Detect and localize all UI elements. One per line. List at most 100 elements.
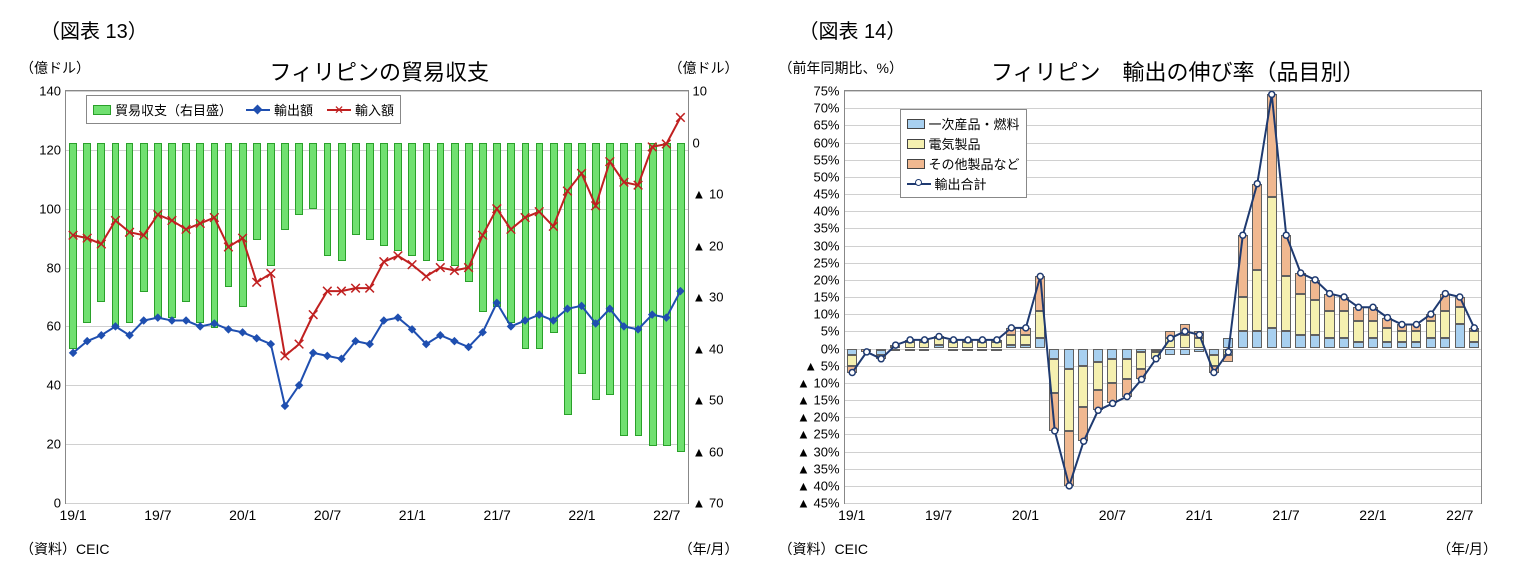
stacked-bar-segment (1281, 276, 1291, 331)
y-right-tick: ▲ 50 (688, 393, 724, 408)
stacked-bar-segment (1093, 390, 1103, 411)
x-marker (267, 269, 276, 278)
diamond-marker (139, 316, 147, 324)
diamond-marker (365, 340, 373, 348)
stacked-bar-segment (1411, 324, 1421, 331)
stacked-bar-segment (1426, 338, 1436, 348)
legend-total-label: 輸出合計 (935, 174, 987, 193)
gridline (845, 280, 1482, 281)
stacked-bar-segment (934, 338, 944, 345)
legend-other: その他製品など (907, 154, 1020, 173)
stacked-bar-segment (1107, 349, 1117, 359)
diamond-marker (281, 402, 289, 410)
chart14-xaxis-label: （年/月） (1437, 539, 1497, 559)
balance-bar (69, 143, 77, 349)
stacked-bar-segment (1020, 345, 1030, 348)
diamond-marker (83, 337, 91, 345)
gridline (845, 211, 1482, 212)
stacked-bar-segment (1165, 349, 1175, 356)
diamond-marker (309, 349, 317, 357)
legend-total: 輸出合計 (907, 174, 1020, 193)
y-tick: 20% (813, 272, 844, 287)
balance-bar (267, 143, 275, 267)
diamond-marker (351, 337, 359, 345)
balance-bar (295, 143, 303, 215)
stacked-bar-segment (1411, 331, 1421, 341)
balance-bar (423, 143, 431, 261)
y-tick: 50% (813, 169, 844, 184)
stacked-bar-segment (1339, 338, 1349, 348)
y-right-tick: ▲ 20 (688, 238, 724, 253)
x-tick: 21/7 (484, 503, 511, 523)
circle-marker-icon (915, 179, 922, 186)
y-tick: 65% (813, 118, 844, 133)
y-left-tick: 140 (39, 84, 66, 99)
gridline (845, 228, 1482, 229)
stacked-bar-segment (1122, 379, 1132, 396)
x-marker (295, 340, 304, 349)
chart13-panel: （図表 13） （億ドル） フィリピンの貿易収支 （億ドル） 貿易収支（右目盛）… (10, 10, 749, 574)
balance-bar (564, 143, 572, 416)
stacked-bar-segment (991, 349, 1001, 351)
total-swatch (907, 183, 931, 185)
balance-bar (97, 143, 105, 303)
x-tick: 20/7 (1099, 503, 1126, 523)
diamond-marker (323, 352, 331, 360)
stacked-bar-segment (1020, 335, 1030, 345)
imports-swatch: ✕ (327, 109, 351, 111)
diamond-marker (238, 328, 246, 336)
stacked-bar-segment (962, 349, 972, 351)
diamond-icon (253, 104, 263, 114)
chart14-figlabel: （図表 14） (799, 15, 1508, 44)
balance-bar (677, 143, 685, 452)
y-left-tick: 120 (39, 142, 66, 157)
stacked-bar-segment (1122, 349, 1132, 359)
diamond-marker (337, 355, 345, 363)
stacked-bar-segment (1209, 355, 1219, 365)
stacked-bar-segment (919, 340, 929, 342)
stacked-bar-segment (1035, 338, 1045, 348)
x-marker (365, 284, 374, 293)
balance-bar (380, 143, 388, 246)
chart14-title: フィリピン 輸出の伸び率（品目別） (849, 55, 1508, 87)
stacked-bar-segment (1223, 349, 1233, 356)
y-tick: ▲ 30% (797, 444, 845, 459)
x-marker (351, 284, 360, 293)
stacked-bar-segment (1252, 184, 1262, 270)
x-marker (281, 352, 290, 361)
y-left-tick: 40 (47, 378, 66, 393)
balance-bar (451, 143, 459, 267)
stacked-bar-segment (1440, 294, 1450, 311)
stacked-bar-segment (1238, 297, 1248, 331)
stacked-bar-segment (1411, 342, 1421, 349)
stacked-bar-segment (1165, 331, 1175, 338)
balance-bar (253, 143, 261, 241)
y-tick: ▲ 15% (797, 393, 845, 408)
stacked-bar-segment (1209, 349, 1219, 356)
diamond-marker (267, 340, 275, 348)
stacked-bar-segment (1194, 331, 1204, 338)
balance-bar (182, 143, 190, 303)
stacked-bar-segment (1295, 294, 1305, 335)
stacked-bar-segment (1064, 369, 1074, 431)
stacked-bar-segment (1165, 338, 1175, 348)
gridline (845, 486, 1482, 487)
stacked-bar-segment (1093, 349, 1103, 363)
stacked-bar-segment (1252, 331, 1262, 348)
stacked-bar-segment (1267, 94, 1277, 197)
balance-bar (112, 143, 120, 328)
y-right-tick: ▲ 70 (688, 496, 724, 511)
gridline (845, 314, 1482, 315)
stacked-bar-segment (1368, 321, 1378, 338)
stacked-bar-segment (1469, 342, 1479, 349)
stacked-bar-segment (1049, 393, 1059, 431)
gridline (845, 246, 1482, 247)
stacked-bar-segment (1324, 311, 1334, 338)
y-tick: 55% (813, 152, 844, 167)
y-tick: 25% (813, 255, 844, 270)
chart14-legend: 一次産品・燃料 電気製品 その他製品など 輸出合計 (900, 109, 1027, 198)
stacked-bar-segment (1151, 352, 1161, 359)
stacked-bar-segment (1180, 349, 1190, 356)
y-tick: 35% (813, 221, 844, 236)
stacked-bar-segment (905, 340, 915, 342)
